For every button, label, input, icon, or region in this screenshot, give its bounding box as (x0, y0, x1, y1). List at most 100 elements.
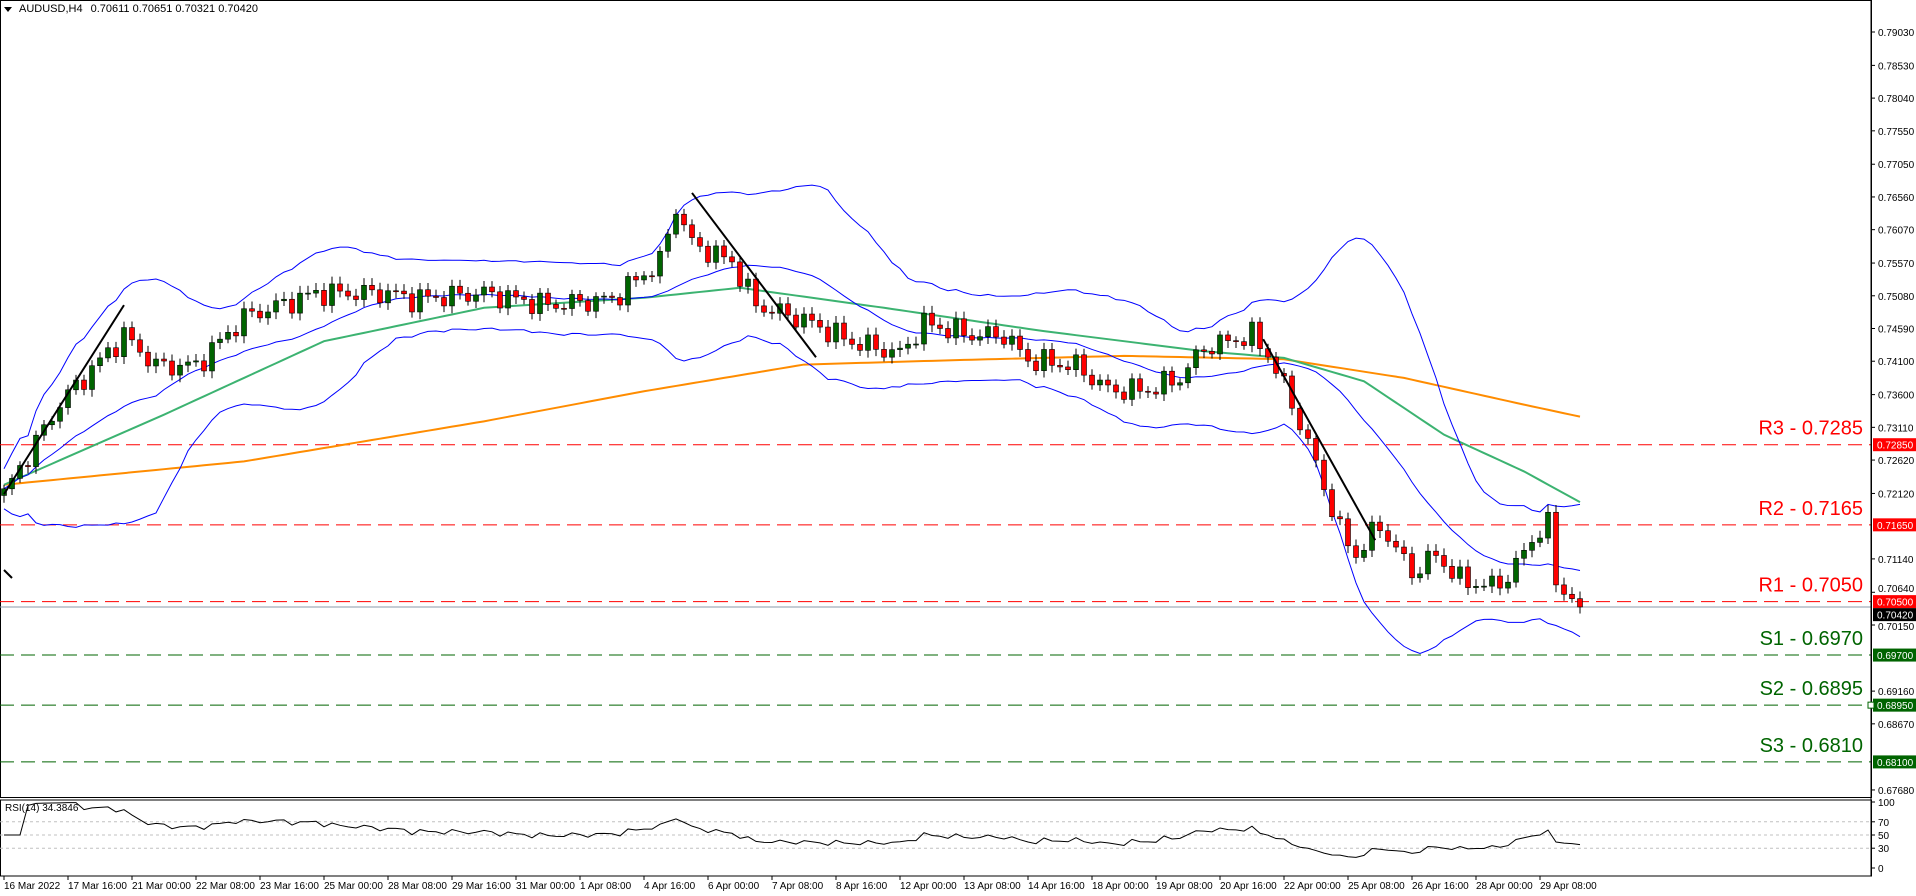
candle-bullish (33, 434, 39, 467)
candle-bearish (113, 347, 119, 357)
candle-bullish (641, 275, 647, 281)
candle-bearish (585, 300, 591, 312)
candle-bearish (425, 289, 431, 297)
candle-bullish (361, 285, 367, 300)
candle-bearish (1337, 516, 1343, 520)
candle-bearish (617, 297, 623, 306)
price-tick-label: 0.71140 (1878, 555, 1914, 566)
price-tick-label: 0.67680 (1878, 786, 1915, 797)
collapse-triangle-icon[interactable] (4, 6, 12, 12)
candle-bullish (1, 488, 7, 496)
candle-bearish (769, 311, 775, 314)
time-tick-label: 14 Apr 16:00 (1028, 881, 1085, 892)
candle-bullish (1513, 557, 1519, 583)
candle-bearish (721, 245, 727, 258)
level-label: R1 - 0.7050 (1758, 575, 1863, 597)
candle-bearish (545, 292, 551, 305)
candle-bullish (185, 361, 191, 366)
candle-bearish (993, 326, 999, 338)
candle-bullish (601, 295, 607, 298)
time-tick-label: 4 Apr 16:00 (644, 881, 696, 892)
candle-bearish (697, 237, 703, 247)
time-tick-label: 12 Apr 00:00 (900, 881, 957, 892)
candle-bearish (1001, 336, 1007, 345)
level-label: R3 - 0.7285 (1758, 418, 1863, 440)
time-tick-label: 16 Mar 2022 (4, 881, 61, 892)
candle-bullish (569, 294, 575, 309)
candle-bullish (665, 233, 671, 252)
candle-bullish (193, 360, 199, 363)
candle-bearish (929, 312, 935, 326)
candle-bearish (1321, 459, 1327, 490)
level-price-tag-bg (1873, 595, 1916, 609)
price-tick-label: 0.76070 (1878, 226, 1915, 237)
candle-bullish (1537, 537, 1543, 543)
candle-bearish (1441, 555, 1447, 567)
level-price-tag: 0.68950 (1877, 701, 1914, 712)
candle-bullish (537, 292, 543, 314)
bollinger-lower (3, 327, 1581, 655)
main-panel-frame (0, 0, 1872, 798)
candle-bearish (1225, 334, 1231, 341)
candle-bearish (937, 324, 943, 329)
price-tick-label: 0.77050 (1878, 160, 1915, 171)
candle-bearish (1553, 511, 1559, 586)
price-tick-label: 0.70150 (1878, 622, 1915, 633)
candle-bearish (465, 292, 471, 302)
candle-bullish (921, 312, 927, 345)
candle-bearish (289, 298, 295, 314)
candle-bullish (801, 313, 807, 328)
candle-bearish (321, 290, 327, 306)
rsi-tick-label: 100 (1878, 798, 1895, 809)
candle-bullish (105, 347, 111, 359)
candle-bearish (729, 256, 735, 263)
candle-bullish (1521, 549, 1527, 559)
time-tick-label: 1 Apr 08:00 (580, 881, 632, 892)
trendline (691, 192, 817, 358)
time-tick-label: 25 Mar 00:00 (324, 881, 383, 892)
candle-bullish (265, 311, 271, 319)
time-tick-label: 23 Mar 16:00 (260, 881, 319, 892)
candle-bearish (529, 299, 535, 314)
candle-bullish (1073, 354, 1079, 370)
candle-bearish (401, 290, 407, 295)
candle-bullish (281, 298, 287, 302)
time-tick-label: 6 Apr 00:00 (708, 881, 760, 892)
time-tick-label: 28 Apr 00:00 (1476, 881, 1533, 892)
candle-bullish (1097, 379, 1103, 386)
current-price-tag-bg (1873, 608, 1916, 622)
candle-bullish (657, 250, 663, 277)
level-price-tag-bg (1873, 438, 1916, 452)
candle-bearish (1409, 553, 1415, 579)
price-tick-label: 0.77550 (1878, 127, 1915, 138)
candle-bullish (625, 276, 631, 306)
candle-bullish (897, 347, 903, 350)
candle-bearish (369, 285, 375, 291)
candle-bearish (1137, 378, 1143, 392)
price-tick-label: 0.68670 (1878, 720, 1915, 731)
candle-bullish (1425, 550, 1431, 575)
rsi-line (4, 802, 1581, 858)
candle-bullish (673, 213, 679, 235)
level-anchor-handle[interactable] (1867, 701, 1875, 709)
candle-bearish (161, 358, 167, 362)
candle-bearish (633, 276, 639, 281)
time-tick-label: 29 Apr 08:00 (1540, 881, 1597, 892)
candle-bearish (761, 305, 767, 313)
candle-bullish (1185, 367, 1191, 384)
candle-bearish (1297, 407, 1303, 431)
candle-bearish (809, 313, 815, 321)
level-price-tag-bg (1873, 755, 1916, 769)
candle-bearish (249, 308, 255, 312)
candle-bullish (1529, 542, 1535, 551)
time-tick-label: 29 Mar 16:00 (452, 881, 511, 892)
candle-bearish (961, 318, 967, 336)
candle-bearish (689, 224, 695, 238)
candle-bearish (1057, 365, 1063, 368)
candle-bullish (593, 296, 599, 312)
candle-bearish (753, 278, 759, 307)
level-price-tag-bg (1873, 698, 1916, 712)
candle-bullish (241, 308, 247, 337)
candle-bearish (1049, 349, 1055, 366)
